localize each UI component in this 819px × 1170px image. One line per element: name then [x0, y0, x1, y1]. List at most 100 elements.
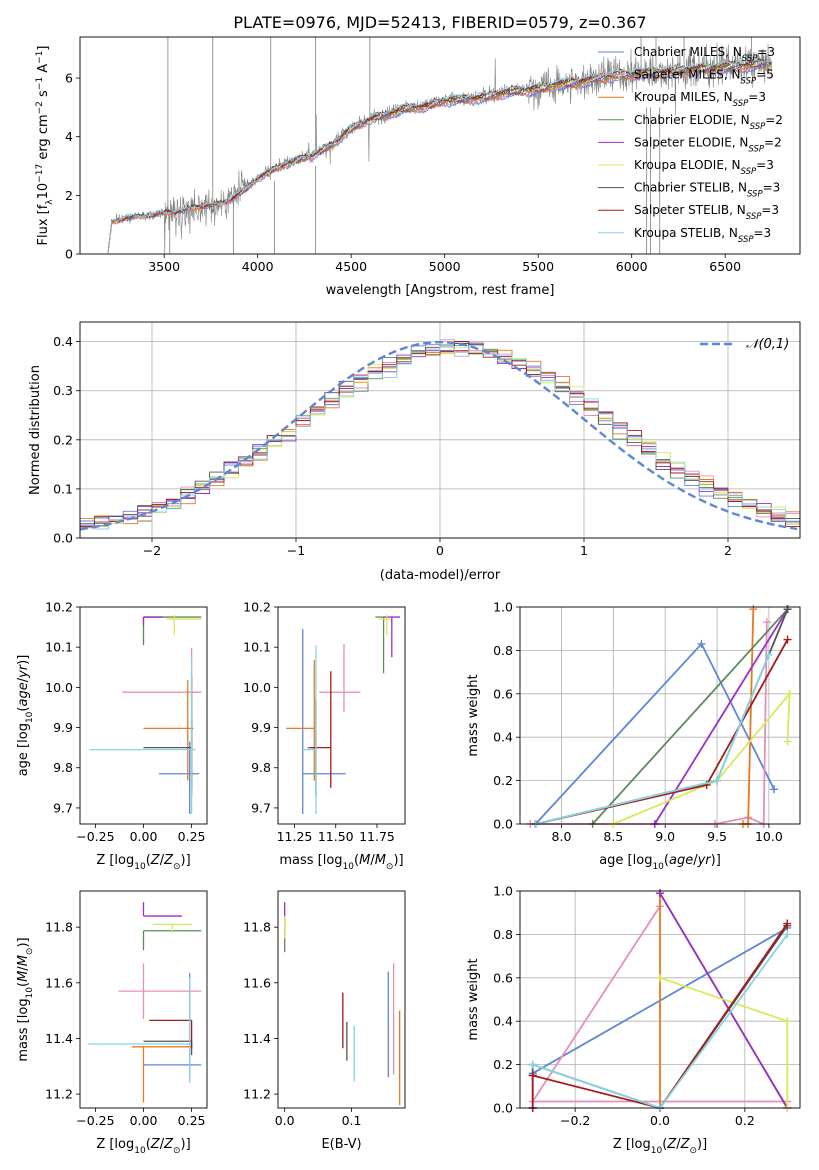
label-part: yr: [16, 663, 31, 679]
series-marker-kroupa_elodie: [783, 737, 792, 746]
age-vs-mass-frame: [277, 606, 406, 825]
series-marker-kroupa_stelib: [764, 650, 773, 659]
y-tick-label: 9.9: [251, 720, 271, 735]
y-tick-label: 0.0: [53, 531, 73, 546]
legend-suffix: =3: [763, 181, 781, 195]
y-tick-label: 6: [65, 71, 73, 86]
y-tick-label: 0.8: [493, 927, 513, 942]
mass-weight-vs-age-ylabel: mass weight: [466, 674, 481, 756]
legend-label: Salpeter ELODIE, NSSP=2: [634, 135, 782, 154]
label-part: (: [354, 853, 359, 868]
series-marker-salpeter_stelib: [528, 1071, 537, 1080]
y-tick-label: 0.4: [493, 1014, 513, 1029]
x-tick-label: 11.50: [318, 829, 354, 844]
mass-vs-Z-axes: −0.25 0.00 0.25 11.2 11.4 11.6 11.8: [45, 920, 205, 1128]
x-tick-label: 0.0: [650, 1113, 670, 1128]
x-tick-label: 4000: [242, 259, 274, 274]
y-tick-label: 11.8: [243, 920, 271, 935]
series-marker-kroupa_stelib: [528, 1060, 537, 1069]
label-part: ⊙: [689, 1146, 697, 1156]
model-spectrum-kroupa_stelib: [107, 57, 772, 254]
y-tick-label: 9.7: [53, 800, 73, 815]
legend-suffix: =3: [761, 203, 779, 217]
label-part: −1: [35, 51, 45, 64]
legend-text: Chabrier MILES, N: [634, 45, 742, 59]
label-part: /: [16, 966, 31, 971]
label-part: /: [370, 853, 375, 868]
mass-weight-vs-age-frame: [519, 606, 801, 825]
label-part: 10: [134, 862, 146, 872]
y-tick-label: 9.8: [251, 760, 271, 775]
label-part: (: [146, 853, 151, 868]
y-tick-label: 0.4: [53, 334, 73, 349]
label-part: yr: [697, 853, 713, 868]
series-line-salpeter_miles: [530, 622, 768, 826]
y-tick-label: 10.2: [243, 600, 271, 615]
y-tick-label: 9.8: [53, 760, 73, 775]
legend-text: Kroupa ELODIE, N: [634, 158, 741, 172]
x-tick-label: 9.5: [707, 829, 727, 844]
label-part: Flux [f: [36, 204, 51, 245]
legend-suffix: =5: [756, 68, 774, 82]
label-part: Z: [150, 1137, 161, 1152]
y-tick-label: 1.0: [493, 884, 513, 899]
series-marker-chabrier_stelib: [783, 605, 792, 614]
label-part: Normed distribution: [28, 365, 43, 495]
legend-suffix: =3: [748, 90, 766, 104]
x-tick-label: 9.0: [655, 829, 675, 844]
x-tick-label: 0.00: [130, 829, 158, 844]
label-part: /: [16, 677, 31, 682]
label-part: ]: [36, 46, 51, 51]
legend-label: Kroupa MILES, NSSP=3: [634, 90, 766, 109]
legend-text: Chabrier STELIB, N: [634, 181, 747, 195]
y-tick-label: 0.0: [493, 817, 513, 832]
age-vs-Z-points: [89, 615, 202, 814]
label-part: λ: [45, 199, 55, 205]
mass-vs-ebv-points: [284, 902, 401, 1106]
y-tick-label: 0.2: [493, 773, 513, 788]
y-tick-label: 9.9: [53, 720, 73, 735]
label-part: (: [664, 853, 669, 868]
legend-suffix: =3: [756, 158, 774, 172]
x-tick-label: −0.25: [76, 829, 114, 844]
age-vs-mass-points: [286, 615, 401, 814]
label-part: )]: [181, 853, 191, 868]
y-tick-label: 11.6: [45, 975, 73, 990]
y-tick-label: 1.0: [493, 600, 513, 615]
model-spectrum-kroupa_miles: [107, 63, 772, 254]
label-part: /: [693, 853, 698, 868]
histogram-series: [80, 339, 800, 536]
label-part: Z: [163, 853, 174, 868]
label-part: 10: [652, 862, 664, 872]
spectrum-series: [107, 37, 772, 254]
x-tick-label: 10.0: [755, 829, 783, 844]
legend-suffix: =3: [757, 45, 775, 59]
histogram-kroupa_stelib: [80, 345, 800, 535]
series-line-chabrier_elodie: [591, 608, 789, 825]
label-part: mass [log: [279, 853, 342, 868]
legend-sub: SSP: [750, 122, 766, 132]
label-part: 10: [25, 987, 35, 999]
spectrum-frame: [79, 36, 801, 255]
series-marker-chabrier_miles: [770, 785, 779, 794]
figure-title: PLATE=0976, MJD=52413, FIBERID=0579, z=0…: [233, 13, 646, 32]
series-line-salpeter_stelib: [531, 922, 789, 1110]
age-vs-Z-axes: −0.25 0.00 0.25 9.7 9.8 9.9 10.0 10.1 10.2: [45, 600, 205, 845]
legend-sub: SSP: [746, 212, 762, 222]
x-tick-label: −0.2: [560, 1113, 590, 1128]
label-part: M: [375, 853, 386, 868]
mass-weight-vs-Z-ylabel: mass weight: [466, 958, 481, 1040]
mass-weight-vs-Z-frame: [519, 890, 801, 1109]
x-tick-label: 2: [724, 543, 732, 558]
series-marker-salpeter_elodie: [656, 889, 664, 898]
legend-suffix: =3: [754, 226, 772, 240]
label-part: 10: [343, 862, 355, 872]
label-part: )]: [16, 937, 31, 947]
label-part: )]: [16, 655, 31, 665]
y-tick-label: 11.4: [243, 1031, 271, 1046]
label-part: mass weight: [466, 958, 481, 1040]
label-part: (: [662, 1137, 667, 1152]
label-part: mass weight: [466, 674, 481, 756]
